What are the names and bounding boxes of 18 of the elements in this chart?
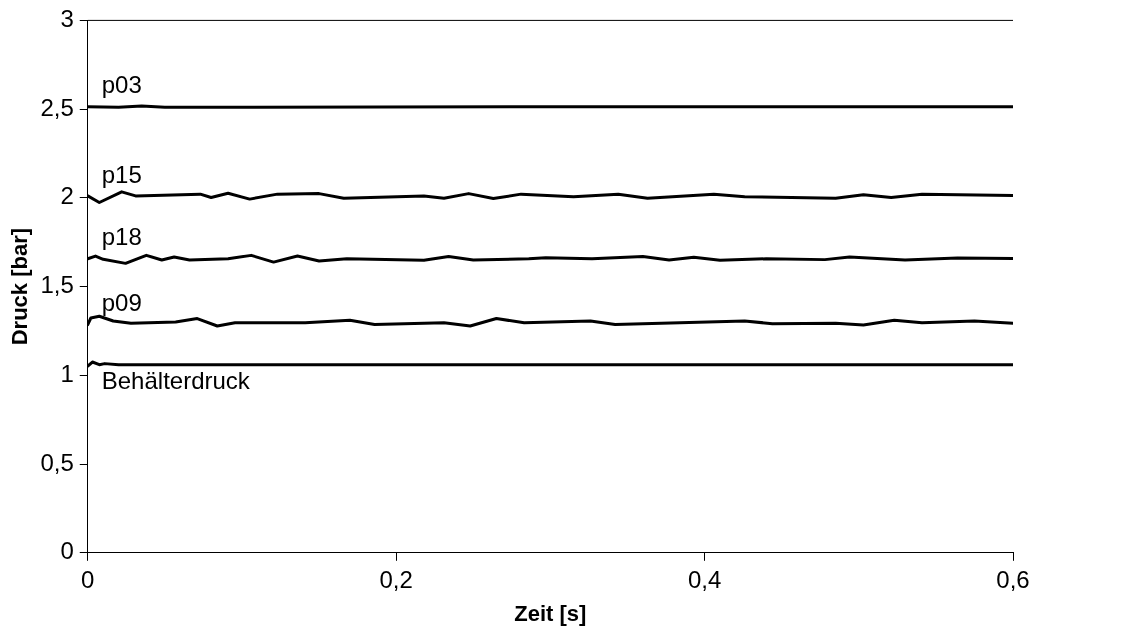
y-tick-label: 0,5	[40, 448, 74, 476]
y-tick-label: 3	[60, 5, 74, 33]
x-tick-label: 0,4	[687, 565, 722, 593]
series-label: p18	[101, 223, 142, 251]
x-axis-title: Zeit [s]	[514, 600, 587, 626]
y-tick-label: 0	[60, 537, 74, 565]
y-tick-label: 1	[60, 359, 74, 387]
x-tick-label: 0,2	[379, 565, 413, 593]
series-label: p09	[101, 289, 142, 317]
x-tick-label: 0,6	[996, 565, 1030, 593]
y-tick-label: 2,5	[40, 93, 74, 121]
series-label: p15	[101, 160, 142, 188]
series-label: Behälterdruck	[101, 366, 251, 394]
y-axis-title: Druck [bar]	[7, 227, 33, 346]
series-label: p03	[101, 71, 142, 99]
x-tick-label: 0	[81, 565, 95, 593]
y-tick-label: 2	[60, 182, 74, 210]
y-tick-label: 1,5	[40, 271, 74, 299]
